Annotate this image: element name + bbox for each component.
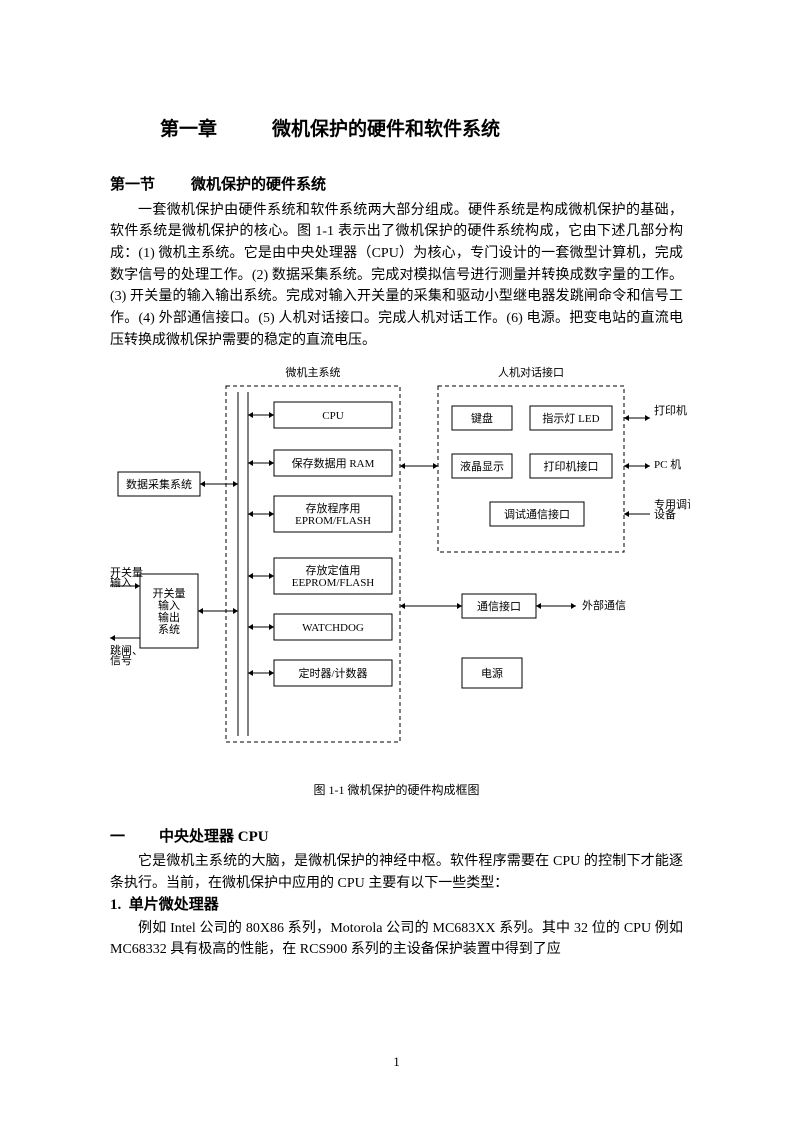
svg-text:存放程序用: 存放程序用 xyxy=(306,501,361,515)
diagram-svg: 微机主系统 人机对话接口 CPU 保存数据用 RAM 存放程序用EPROM/FLASH 存… xyxy=(110,362,690,762)
svg-text:开关量: 开关量 xyxy=(153,586,186,600)
svg-text:键盘: 键盘 xyxy=(471,411,493,425)
svg-text:保存数据用 RAM: 保存数据用 RAM xyxy=(292,456,375,470)
subsection-num: 一 xyxy=(110,829,125,845)
svg-text:CPU: CPU xyxy=(322,410,343,422)
svg-text:微机主系统: 微机主系统 xyxy=(286,365,341,379)
svg-text:设备: 设备 xyxy=(654,507,676,521)
svg-text:EEPROM/FLASH: EEPROM/FLASH xyxy=(292,577,375,589)
svg-text:信号: 信号 xyxy=(110,654,132,667)
svg-text:调试通信接口: 调试通信接口 xyxy=(504,508,570,521)
svg-text:输入: 输入 xyxy=(158,598,180,612)
list-num: 1. xyxy=(110,897,121,913)
document-page: 第一章 微机保护的硬件和软件系统 第一节 微机保护的硬件系统 一套微机保护由硬件系统… xyxy=(0,0,793,1122)
svg-text:输出: 输出 xyxy=(158,610,180,624)
body-paragraph: 例如 Intel 公司的 80X86 系列，Motorola 公司的 MC683… xyxy=(110,918,683,961)
svg-text:电源: 电源 xyxy=(481,666,503,680)
list-title: 单片微处理器 xyxy=(129,897,219,913)
chapter-label: 第一章 xyxy=(160,119,217,140)
svg-text:WATCHDOG: WATCHDOG xyxy=(302,622,364,634)
subsection-heading: 一 中央处理器 CPU xyxy=(110,826,683,849)
block-diagram: 微机主系统 人机对话接口 CPU 保存数据用 RAM 存放程序用EPROM/FLASH 存… xyxy=(110,362,683,800)
chapter-name: 微机保护的硬件和软件系统 xyxy=(272,119,500,140)
section-name: 微机保护的硬件系统 xyxy=(191,177,326,193)
svg-text:打印机: 打印机 xyxy=(654,403,687,417)
list-item-heading: 1. 单片微处理器 xyxy=(110,894,683,917)
section-title: 第一节 微机保护的硬件系统 xyxy=(110,174,683,197)
svg-text:通信接口: 通信接口 xyxy=(477,600,521,613)
svg-text:存放定值用: 存放定值用 xyxy=(306,563,361,577)
body-paragraph: 它是微机主系统的大脑，是微机保护的神经中枢。软件程序需要在 CPU 的控制下才能… xyxy=(110,851,683,894)
svg-text:外部通信: 外部通信 xyxy=(582,598,626,612)
svg-text:PC 机: PC 机 xyxy=(654,457,681,471)
svg-text:定时器/计数器: 定时器/计数器 xyxy=(298,666,367,680)
svg-text:人机对话接口: 人机对话接口 xyxy=(498,365,564,379)
svg-text:指示灯 LED: 指示灯 LED xyxy=(542,411,599,425)
chapter-title: 第一章 微机保护的硬件和软件系统 xyxy=(160,115,683,144)
svg-text:打印机接口: 打印机接口 xyxy=(544,459,599,473)
figure-caption: 图 1-1 微机保护的硬件构成框图 xyxy=(110,781,683,800)
svg-text:系统: 系统 xyxy=(158,623,180,636)
body-paragraph: 一套微机保护由硬件系统和软件系统两大部分组成。硬件系统是构成微机保护的基础，软件… xyxy=(110,200,683,352)
subsection-title: 中央处理器 CPU xyxy=(159,829,269,845)
page-number: 1 xyxy=(0,1052,793,1072)
svg-text:EPROM/FLASH: EPROM/FLASH xyxy=(295,515,371,527)
svg-text:输入: 输入 xyxy=(110,575,132,589)
svg-text:数据采集系统: 数据采集系统 xyxy=(126,477,192,491)
svg-text:液晶显示: 液晶显示 xyxy=(460,459,504,473)
section-label: 第一节 xyxy=(110,177,155,193)
